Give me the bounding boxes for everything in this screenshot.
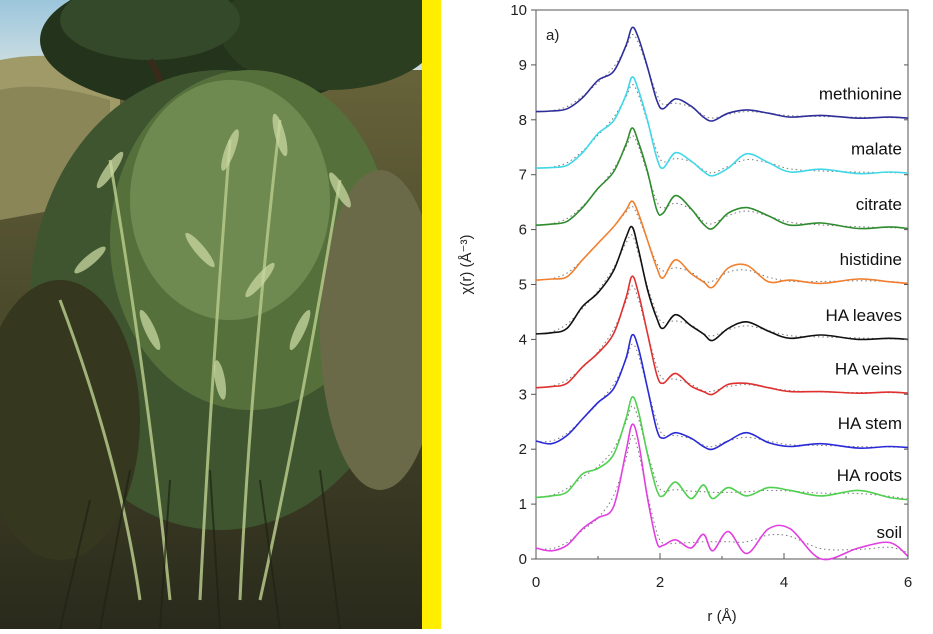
y-tick-label: 0 bbox=[519, 551, 527, 568]
plant-photo-image bbox=[0, 0, 422, 629]
x-tick-label: 4 bbox=[780, 574, 788, 591]
series-line-0 bbox=[535, 26, 909, 122]
x-tick-label: 6 bbox=[904, 574, 912, 591]
y-tick-label: 9 bbox=[519, 57, 527, 74]
series-line-2 bbox=[535, 127, 909, 230]
y-tick-label: 3 bbox=[519, 386, 527, 403]
y-tick-label: 2 bbox=[519, 441, 527, 458]
series-label: soil bbox=[876, 523, 902, 542]
y-tick-label: 8 bbox=[519, 112, 527, 129]
series-line-1 bbox=[535, 76, 909, 177]
y-tick-label: 4 bbox=[519, 331, 527, 348]
series-label: HA stem bbox=[838, 414, 902, 433]
series-label: HA leaves bbox=[825, 306, 902, 325]
y-tick-label: 5 bbox=[519, 277, 527, 294]
x-tick-label: 2 bbox=[656, 574, 664, 591]
series-label: HA veins bbox=[835, 360, 902, 379]
series-line-4 bbox=[535, 225, 909, 342]
series-group bbox=[535, 26, 909, 561]
y-tick-group: 0 1 2 3 4 5 6 7 8 9 10 bbox=[510, 2, 908, 568]
chart-svg: methionine malate citrate histidine HA leave… bbox=[458, 2, 912, 625]
x-tick-group: 0 2 4 6 bbox=[532, 553, 912, 591]
yellow-separator bbox=[422, 0, 441, 629]
fit-curve-0 bbox=[535, 33, 909, 119]
y-tick-label: 1 bbox=[519, 496, 527, 513]
plant-photo bbox=[0, 0, 422, 629]
fit-curve-8 bbox=[535, 434, 909, 554]
y-tick-label: 10 bbox=[510, 2, 527, 19]
x-axis-title: r (Å) bbox=[707, 608, 736, 625]
series-label: histidine bbox=[840, 250, 902, 269]
series-label-group: methionine malate citrate histidine HA leave… bbox=[819, 85, 902, 542]
series-label: malate bbox=[851, 140, 902, 159]
x-tick-label: 0 bbox=[532, 574, 540, 591]
series-label: citrate bbox=[856, 195, 902, 214]
series-line-5 bbox=[535, 275, 909, 396]
exafs-chart: methionine malate citrate histidine HA leave… bbox=[441, 0, 933, 629]
y-tick-label: 6 bbox=[519, 222, 527, 239]
series-label: methionine bbox=[819, 85, 902, 104]
panel-label: a) bbox=[546, 27, 559, 44]
series-label: HA roots bbox=[837, 466, 902, 485]
y-axis-title: χ(r) (Å⁻³) bbox=[458, 235, 475, 295]
series-line-6 bbox=[535, 333, 909, 451]
series-line-7 bbox=[535, 396, 909, 501]
series-line-3 bbox=[535, 200, 909, 289]
series-line-8 bbox=[535, 423, 909, 561]
y-tick-label: 7 bbox=[519, 167, 527, 184]
fit-curve-7 bbox=[535, 405, 909, 500]
